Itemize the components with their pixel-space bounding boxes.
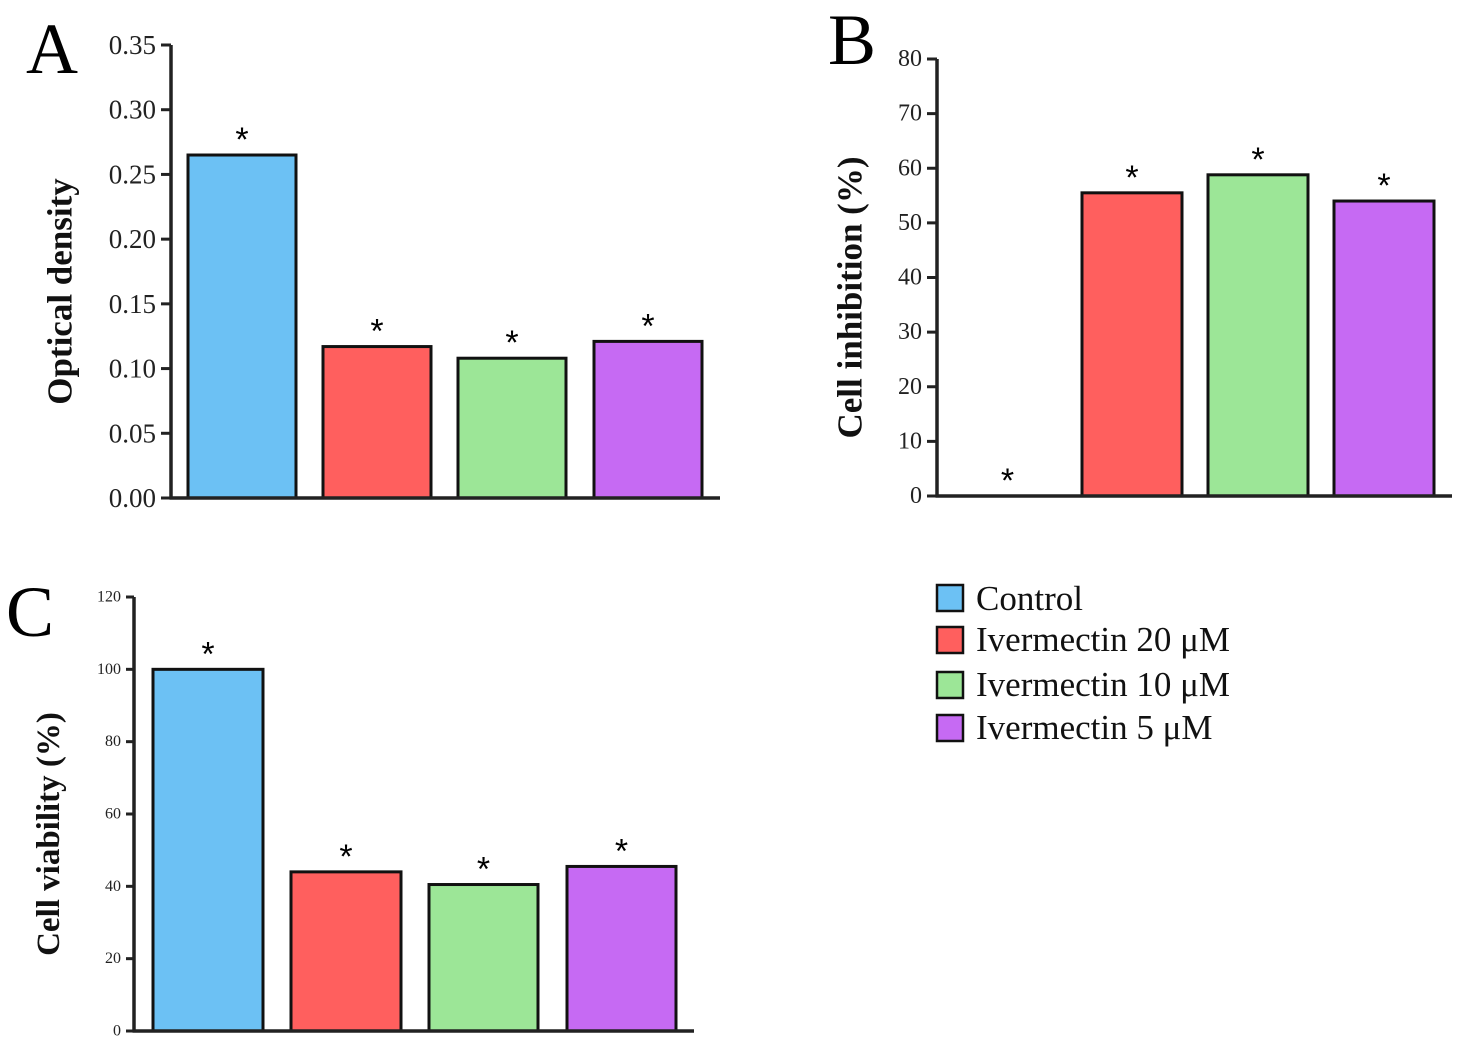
legend-swatch xyxy=(935,583,965,613)
y-axis-title: Cell viability (%) xyxy=(31,712,67,956)
y-tick-label: 10 xyxy=(898,428,922,454)
bar-control xyxy=(186,153,298,500)
significance-marker: * xyxy=(641,307,654,345)
bar-control xyxy=(151,667,265,1033)
legend: Control Ivermectin 20 μM Ivermectin 10 μ… xyxy=(935,579,1230,747)
bar-ivermectin-5 xyxy=(565,864,678,1033)
bar-ivermectin-20 xyxy=(289,870,403,1033)
y-axis-title: Optical density xyxy=(41,178,80,405)
y-tick-label: 0.20 xyxy=(109,224,156,254)
legend-label: Ivermectin 10 μM xyxy=(976,665,1230,704)
bar-ivermectin-10 xyxy=(427,883,540,1033)
significance-marker: * xyxy=(370,313,383,351)
y-tick-label: 100 xyxy=(97,661,121,678)
y-tick-label: 120 xyxy=(97,589,121,606)
y-tick-label: 0.00 xyxy=(109,483,156,513)
legend-label: Control xyxy=(976,579,1083,618)
y-tick-label: 0 xyxy=(910,483,922,509)
significance-marker: * xyxy=(505,324,518,362)
legend-label: Ivermectin 5 μM xyxy=(976,708,1212,747)
y-tick-label: 0.35 xyxy=(109,30,156,60)
y-tick-label: 0.25 xyxy=(109,159,156,189)
significance-marker: * xyxy=(477,851,490,889)
panel-letter-a: A xyxy=(26,9,78,89)
legend-swatch xyxy=(935,713,965,743)
y-tick-label: 80 xyxy=(898,46,922,72)
chart-panel-a: A 0.00 0.05 0.10 0.15 0.20 0.25 0.30 0.35 * * * * Op… xyxy=(26,9,720,513)
y-tick-label: 0 xyxy=(113,1023,121,1040)
significance-marker: * xyxy=(1001,462,1014,500)
legend-item-ivermectin-20: Ivermectin 20 μM xyxy=(935,620,1230,659)
legend-item-control: Control xyxy=(935,579,1083,618)
y-tick-label: 0.05 xyxy=(109,418,156,448)
significance-marker: * xyxy=(1377,167,1390,205)
significance-marker: * xyxy=(235,121,248,159)
legend-item-ivermectin-10: Ivermectin 10 μM xyxy=(935,665,1230,704)
y-tick-label: 0.30 xyxy=(109,95,156,125)
legend-swatch xyxy=(935,670,965,700)
y-tick-label: 80 xyxy=(105,733,121,750)
legend-item-ivermectin-5: Ivermectin 5 μM xyxy=(935,708,1212,747)
chart-panel-c: C 0 20 40 60 80 100 120 * * * * Cell viability (%) xyxy=(6,572,694,1040)
legend-swatch xyxy=(935,625,965,655)
y-axis-title: Cell inhibition (%) xyxy=(831,157,870,439)
y-tick-label: 40 xyxy=(105,878,121,895)
chart-panel-b: B 0 10 20 30 40 50 60 70 80 * * * * Cell inhibition (… xyxy=(828,0,1452,509)
y-tick-label: 0.10 xyxy=(109,354,156,384)
y-tick-label: 20 xyxy=(105,950,121,967)
significance-marker: * xyxy=(201,635,214,673)
panel-letter-b: B xyxy=(828,0,876,80)
y-tick-label: 70 xyxy=(898,101,922,127)
y-tick-label: 60 xyxy=(105,806,121,823)
significance-marker: * xyxy=(339,838,352,876)
y-tick-label: 40 xyxy=(898,265,922,291)
legend-label: Ivermectin 20 μM xyxy=(976,620,1230,659)
bar-ivermectin-10 xyxy=(1206,173,1310,498)
bar-ivermectin-5 xyxy=(1332,199,1436,498)
significance-marker: * xyxy=(1125,159,1138,197)
y-tick-label: 50 xyxy=(898,210,922,236)
significance-marker: * xyxy=(1251,141,1264,179)
bar-ivermectin-10 xyxy=(456,356,568,500)
y-tick-label: 30 xyxy=(898,319,922,345)
bar-ivermectin-5 xyxy=(592,339,704,500)
bar-ivermectin-20 xyxy=(1080,191,1184,498)
y-tick-label: 0.15 xyxy=(109,289,156,319)
y-tick-label: 60 xyxy=(898,155,922,181)
bar-ivermectin-20 xyxy=(321,345,433,500)
y-tick-label: 20 xyxy=(898,374,922,400)
significance-marker: * xyxy=(615,832,628,870)
panel-letter-c: C xyxy=(6,572,54,652)
